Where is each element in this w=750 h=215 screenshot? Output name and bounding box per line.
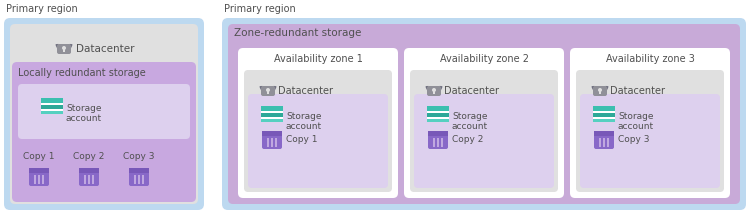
- FancyBboxPatch shape: [410, 70, 558, 192]
- Bar: [427, 117, 449, 119]
- Bar: [261, 119, 283, 122]
- Bar: [261, 106, 283, 111]
- Bar: [593, 113, 615, 117]
- Text: Copy 1: Copy 1: [286, 135, 317, 144]
- FancyBboxPatch shape: [10, 24, 198, 204]
- Bar: [267, 91, 269, 94]
- Bar: [34, 175, 36, 184]
- FancyBboxPatch shape: [18, 84, 190, 139]
- FancyBboxPatch shape: [594, 131, 614, 149]
- Text: Datacenter: Datacenter: [278, 86, 333, 96]
- Bar: [134, 175, 136, 184]
- Bar: [41, 105, 63, 109]
- Bar: [41, 111, 63, 114]
- FancyBboxPatch shape: [228, 24, 740, 204]
- Text: Storage
account: Storage account: [66, 104, 102, 123]
- Bar: [79, 168, 99, 173]
- Text: Locally redundant storage: Locally redundant storage: [18, 68, 146, 78]
- Bar: [441, 138, 443, 147]
- Text: Storage
account: Storage account: [618, 112, 654, 131]
- Bar: [598, 138, 602, 147]
- Text: Datacenter: Datacenter: [610, 86, 665, 96]
- Bar: [138, 175, 140, 184]
- Text: Primary region: Primary region: [6, 4, 78, 14]
- Bar: [593, 111, 615, 113]
- Bar: [593, 117, 615, 119]
- Bar: [603, 138, 605, 147]
- Bar: [42, 175, 44, 184]
- Bar: [129, 168, 149, 173]
- Bar: [41, 109, 63, 111]
- Circle shape: [598, 88, 602, 92]
- FancyBboxPatch shape: [57, 44, 71, 54]
- Bar: [428, 131, 448, 136]
- FancyBboxPatch shape: [428, 131, 448, 149]
- Bar: [433, 138, 435, 147]
- Text: Availability zone 2: Availability zone 2: [440, 54, 529, 64]
- Bar: [92, 175, 94, 184]
- Text: Zone-redundant storage: Zone-redundant storage: [234, 28, 362, 38]
- FancyBboxPatch shape: [238, 48, 398, 198]
- Bar: [267, 138, 269, 147]
- Bar: [63, 49, 65, 52]
- Bar: [142, 175, 144, 184]
- FancyBboxPatch shape: [262, 131, 282, 149]
- Bar: [594, 131, 614, 136]
- Bar: [41, 103, 63, 105]
- FancyBboxPatch shape: [248, 94, 388, 188]
- Bar: [599, 91, 601, 94]
- Text: Primary region: Primary region: [224, 4, 296, 14]
- Text: Copy 3: Copy 3: [618, 135, 650, 144]
- FancyBboxPatch shape: [570, 48, 730, 198]
- FancyBboxPatch shape: [12, 62, 196, 202]
- FancyBboxPatch shape: [129, 168, 149, 186]
- Bar: [593, 106, 615, 111]
- FancyBboxPatch shape: [414, 94, 554, 188]
- Text: Storage
account: Storage account: [452, 112, 488, 131]
- Text: Storage
account: Storage account: [286, 112, 322, 131]
- Text: Copy 2: Copy 2: [74, 152, 105, 161]
- Bar: [88, 175, 90, 184]
- Bar: [274, 138, 278, 147]
- Text: Datacenter: Datacenter: [444, 86, 499, 96]
- Bar: [261, 117, 283, 119]
- Bar: [427, 106, 449, 111]
- Bar: [427, 111, 449, 113]
- FancyBboxPatch shape: [29, 168, 49, 186]
- FancyBboxPatch shape: [244, 70, 392, 192]
- Text: Copy 2: Copy 2: [452, 135, 483, 144]
- Text: Datacenter: Datacenter: [76, 44, 134, 54]
- Bar: [262, 131, 282, 136]
- FancyBboxPatch shape: [427, 86, 441, 96]
- FancyBboxPatch shape: [576, 70, 724, 192]
- Bar: [436, 138, 439, 147]
- Circle shape: [266, 88, 270, 92]
- Bar: [427, 113, 449, 117]
- Text: Availability zone 3: Availability zone 3: [605, 54, 694, 64]
- FancyBboxPatch shape: [4, 18, 204, 210]
- Bar: [41, 98, 63, 103]
- Bar: [271, 138, 273, 147]
- Text: Copy 1: Copy 1: [23, 152, 55, 161]
- Text: Availability zone 1: Availability zone 1: [274, 54, 362, 64]
- FancyBboxPatch shape: [593, 86, 607, 96]
- FancyBboxPatch shape: [580, 94, 720, 188]
- Circle shape: [432, 88, 436, 92]
- Bar: [84, 175, 86, 184]
- FancyBboxPatch shape: [261, 86, 275, 96]
- Bar: [593, 119, 615, 122]
- Bar: [607, 138, 609, 147]
- Bar: [261, 111, 283, 113]
- FancyBboxPatch shape: [79, 168, 99, 186]
- Bar: [38, 175, 40, 184]
- FancyBboxPatch shape: [222, 18, 746, 210]
- Bar: [427, 119, 449, 122]
- Bar: [29, 168, 49, 173]
- Bar: [261, 113, 283, 117]
- FancyBboxPatch shape: [404, 48, 564, 198]
- Text: Copy 3: Copy 3: [123, 152, 154, 161]
- Circle shape: [62, 46, 66, 50]
- Bar: [433, 91, 435, 94]
